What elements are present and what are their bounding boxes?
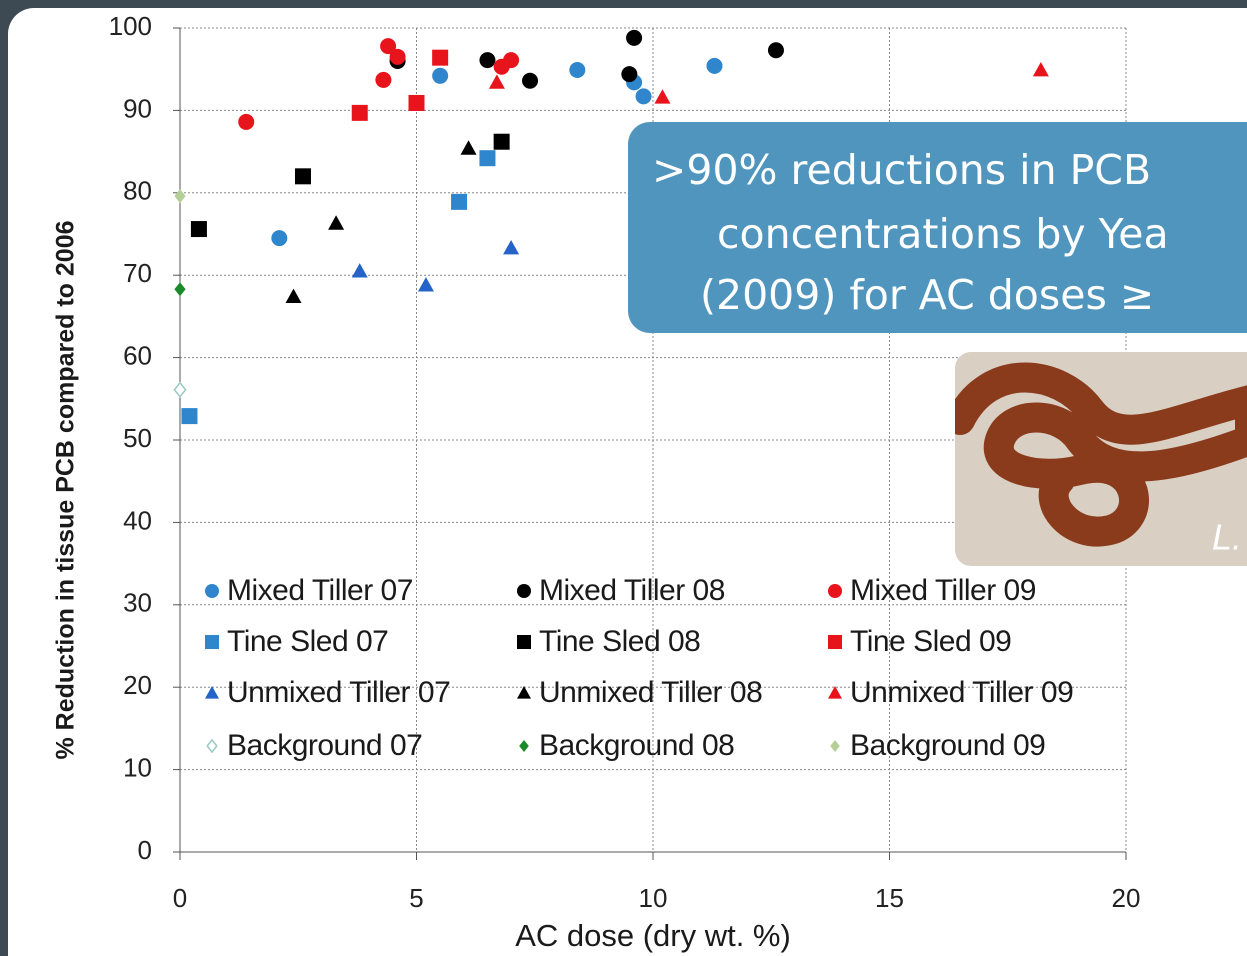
point [191,221,207,237]
x-tick-label: 20 [1112,883,1141,913]
point [409,95,425,111]
point [706,58,722,74]
y-axis-title: % Reduction in tissue PCB compared to 20… [52,220,80,759]
y-tick-label: 50 [123,423,152,453]
x-axis-title: AC dose (dry wt. %) [515,918,791,953]
legend-marker [828,584,842,598]
legend-marker [205,584,219,598]
point [390,49,406,65]
photo: L. [955,352,1247,566]
point [621,66,637,82]
x-tick-label: 10 [639,883,668,913]
callout-line: >90% reductions in PCB [652,146,1151,194]
legend-label: Background 07 [227,729,422,762]
y-tick-label: 30 [123,588,152,618]
point [494,134,510,150]
legend-label: Mixed Tiller 08 [539,574,725,607]
y-tick-label: 60 [123,340,152,370]
point [451,194,467,210]
point [522,73,538,89]
legend-label: Background 08 [539,729,734,762]
y-tick-label: 10 [123,752,152,782]
y-tick-label: 90 [123,93,152,123]
point [238,114,254,130]
callout-line: (2009) for AC doses ≥ [700,271,1154,319]
x-tick-label: 0 [173,883,187,913]
legend-label: Tine Sled 09 [850,625,1011,658]
y-tick-label: 0 [138,835,152,865]
y-tick-label: 40 [123,505,152,535]
page: 0 10 20 30 40 50 60 70 80 90 100 0 5 10 15 20 Mixed Till… [0,0,1247,956]
y-tick-label: 20 [123,670,152,700]
legend-marker [517,635,531,649]
point [271,230,287,246]
legend-label: Mixed Tiller 07 [227,574,413,607]
legend-label: Unmixed Tiller 09 [850,676,1073,709]
slide: 0 10 20 30 40 50 60 70 80 90 100 0 5 10 15 20 Mixed Till… [0,0,1247,956]
legend-label: Tine Sled 08 [539,625,700,658]
point [503,52,519,68]
legend-label: Mixed Tiller 09 [850,574,1036,607]
x-tick-label: 15 [875,883,904,913]
point [295,168,311,184]
photo-caption: L. [1212,517,1242,558]
callout: >90% reductions in PCB concentrations by… [628,122,1247,333]
y-tick-label: 70 [123,258,152,288]
point [479,150,495,166]
legend-marker [205,635,219,649]
point [626,30,642,46]
y-tick-label: 80 [123,176,152,206]
y-tick-label: 100 [109,11,152,41]
point [636,88,652,104]
legend-label: Tine Sled 07 [227,625,388,658]
callout-line: concentrations by Yea [717,210,1169,258]
legend-marker [517,584,531,598]
point [181,408,197,424]
legend-label: Background 09 [850,729,1045,762]
x-tick-label: 5 [409,883,423,913]
legend-label: Unmixed Tiller 07 [227,676,450,709]
point [375,72,391,88]
point [432,50,448,66]
legend-marker [828,635,842,649]
point [479,52,495,68]
point [352,105,368,121]
legend-label: Unmixed Tiller 08 [539,676,762,709]
point [768,42,784,58]
point [569,62,585,78]
point [432,68,448,84]
